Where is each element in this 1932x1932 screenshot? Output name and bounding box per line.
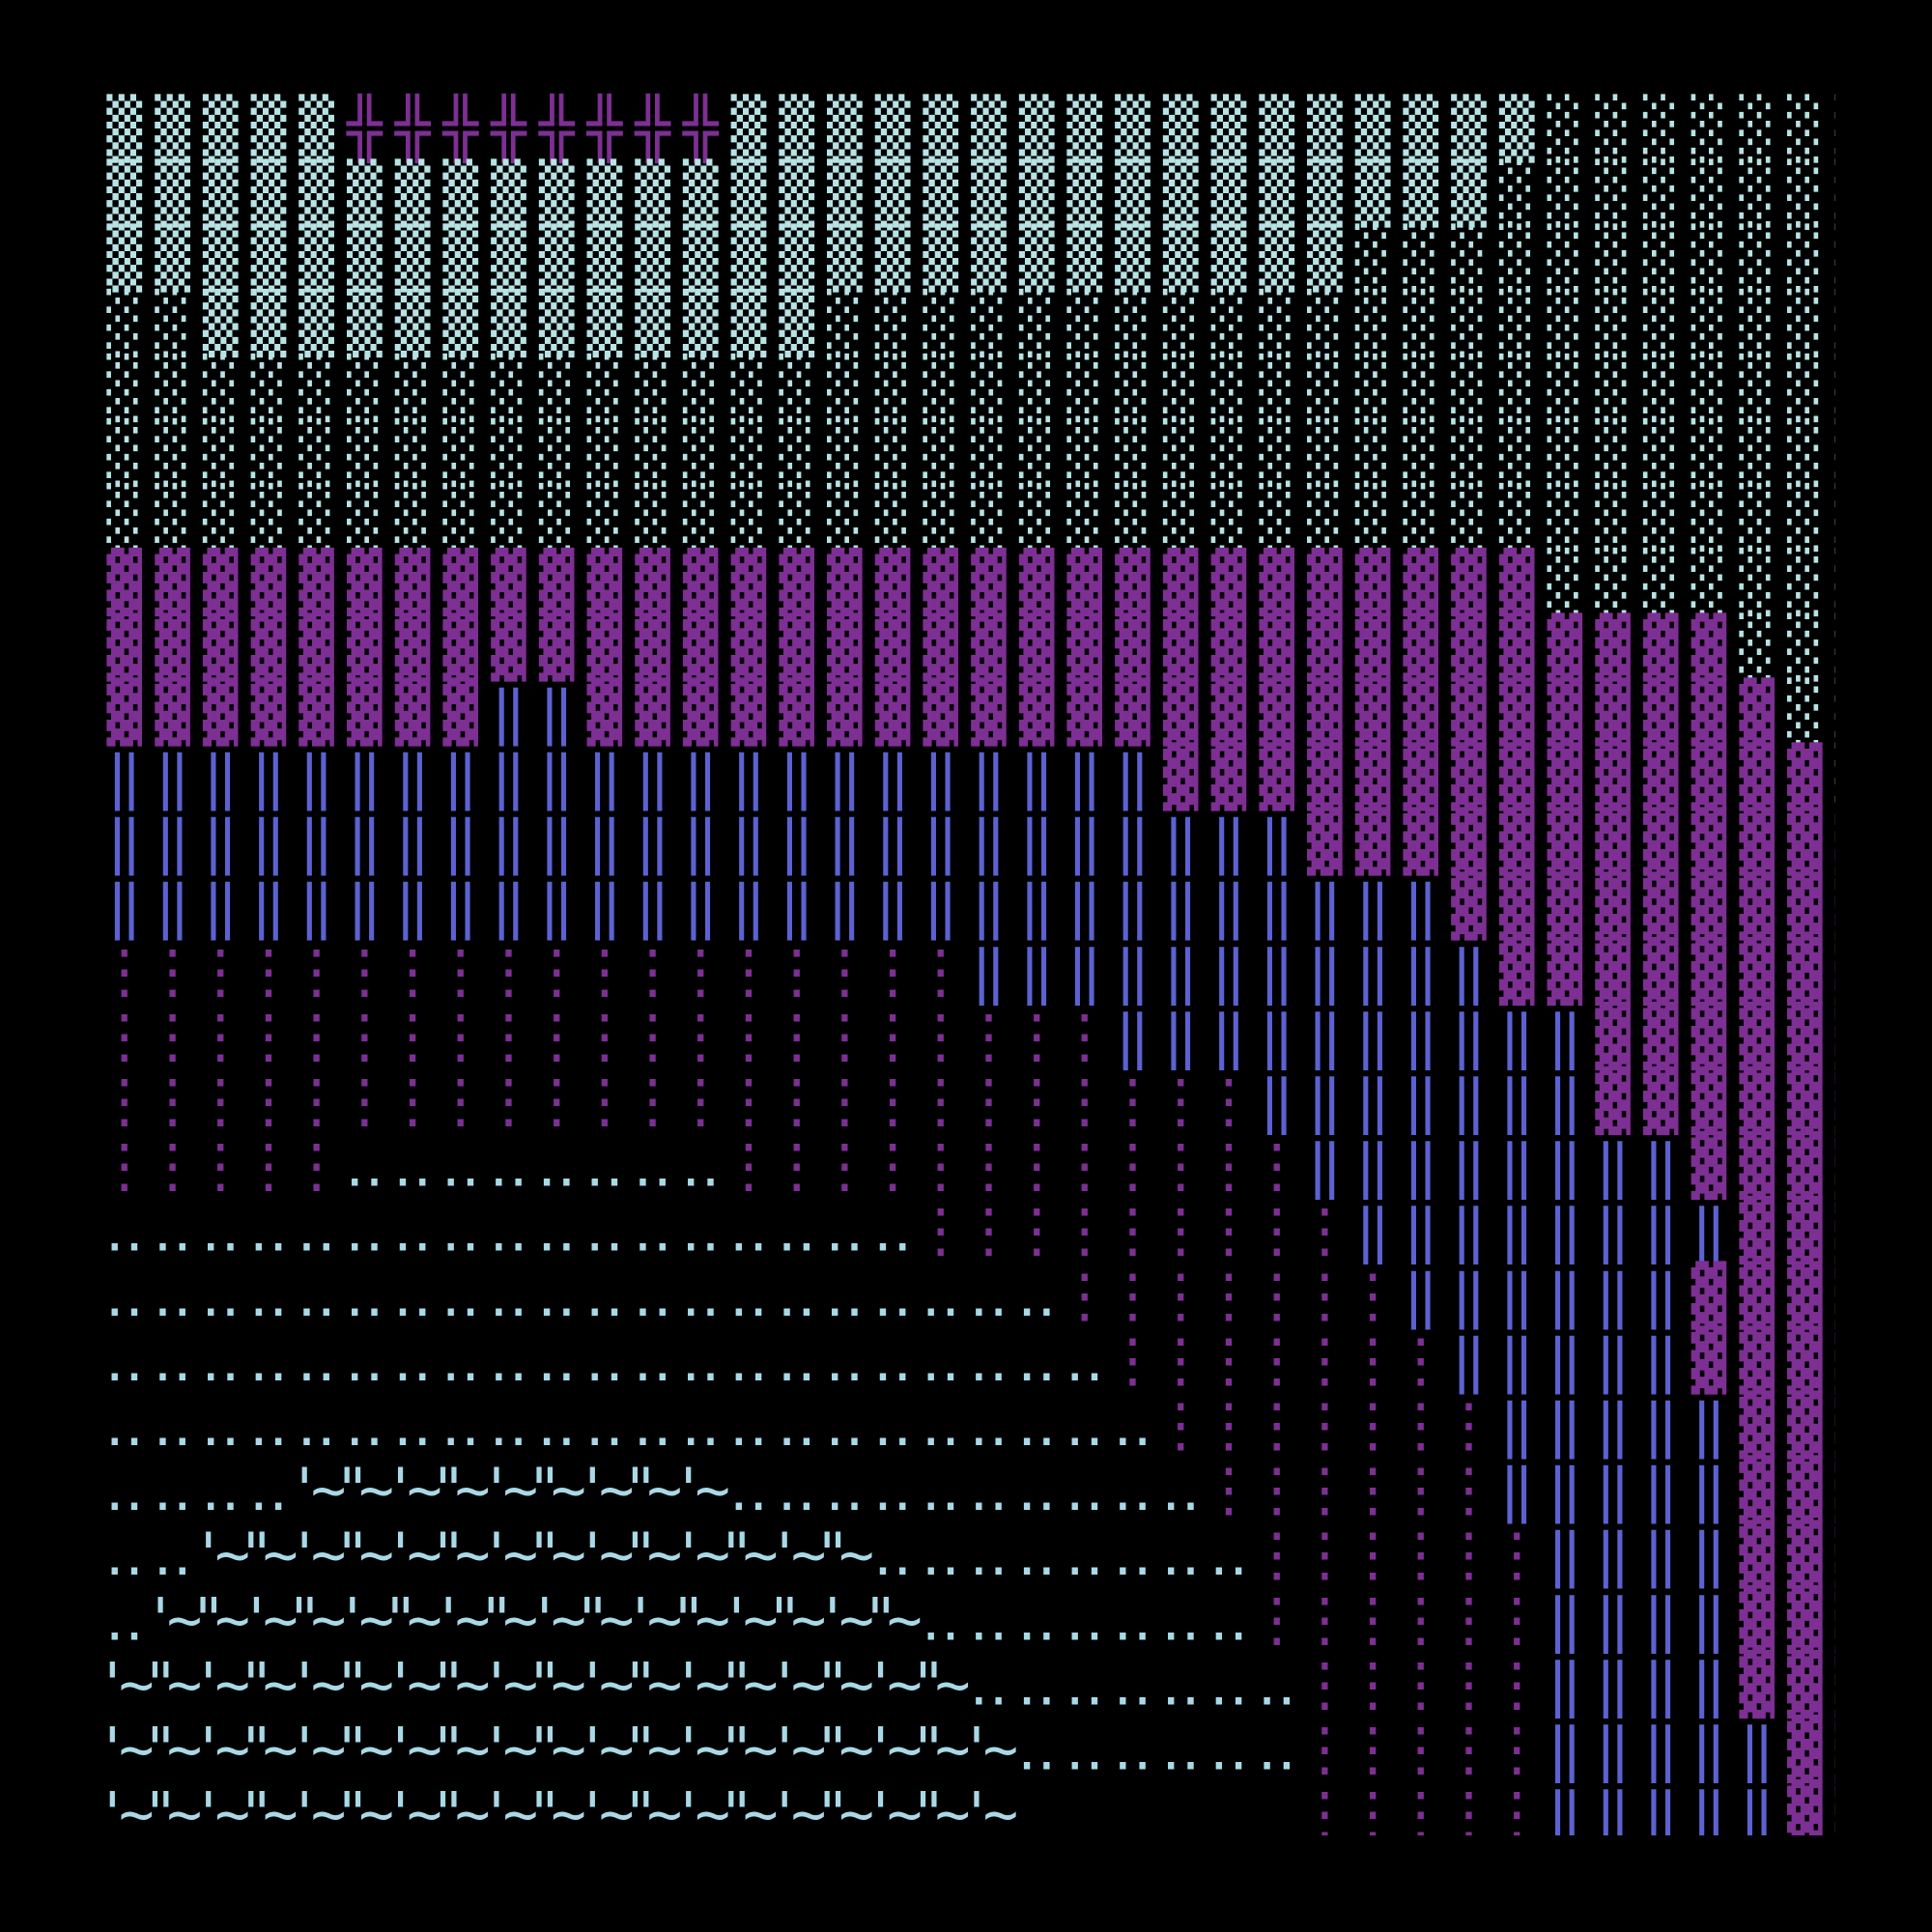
glyph-run: ‥'~"~'~"~'~"~'~"~'~"~'~"~'~"~'~"~‥‥‥‥‥‥‥ <box>104 1585 1248 1654</box>
glyph-run: ‥‥‥‥‥‥‥‥‥‥‥‥‥‥‥‥‥‥‥‥‥ <box>104 1326 1104 1395</box>
glyph-run: ⋮⋮⋮⋮⋮⋮⋮ <box>1151 1391 1498 1460</box>
glyph-run: ⋮⋮⋮⋮⋮⋮⋮ <box>1055 1262 1402 1330</box>
glyph-row: ▓▓▓▓▓▓▓▓▓▓▓▓▓▓▓▓▓▓▓▓▓▓▓▓▓▓▓▓▓▓▓▓▓▓░░░ <box>106 612 1870 682</box>
glyph-run: ‥‥‥‥'~"~'~"~'~"~'~"~'~‥‥‥‥‥‥‥‥‥‥ <box>104 1456 1200 1524</box>
glyph-run: ‖‖‖‖‖‖‖‖‖‖‖‖‖‖‖‖‖‖‖‖‖‖‖‖‖ <box>106 808 1294 876</box>
glyph-run: ⋮⋮⋮⋮⋮ <box>1295 1780 1547 1849</box>
glyph-run: ‖‖‖‖‖‖‖ <box>1259 1067 1582 1136</box>
glyph-run: ░ <box>1835 742 1871 811</box>
glyph-run: ⋮⋮⋮⋮⋮⋮ <box>1247 1585 1547 1654</box>
glyph-run: ▓▓▓▓ <box>1691 1261 1871 1330</box>
glyph-run: ⋮⋮⋮⋮⋮⋮ <box>1247 1520 1547 1589</box>
glyph-run: ▒▒▒▒▒▒▒▒▒▒▒▒▒▒▒▒▒▒▒▒▒▒▒▒▒▒▒▒▒░░░░░░░░ <box>106 158 1870 228</box>
glyph-run: ░░░░░░░░░░░░░░░░░░░░░░░░░░░░░░░░░░░░░ <box>106 418 1870 488</box>
glyph-row: ‥‥‥‥'~"~'~"~'~"~'~"~'~‥‥‥‥‥‥‥‥‥‥⋮⋮⋮⋮⋮⋮‖‖… <box>104 1455 1870 1524</box>
glyph-row: '~"~'~"~'~"~'~"~'~"~'~"~'~"~'~"~'~"~'~‥‥… <box>95 1715 1871 1784</box>
glyph-run: '~"~'~"~'~"~'~"~'~"~'~"~'~"~'~"~'~"~'~‥‥… <box>95 1716 1296 1784</box>
glyph-run: ▓▓▓▓ <box>1691 1131 1871 1201</box>
glyph-run: ‖‖‖‖‖ <box>1548 1716 1776 1784</box>
glyph-row: ░░▒▒▒▒▒▒▒▒▒▒▒▒▒░░░░░░░░░░░░░░░░░░░░░░ <box>106 288 1870 357</box>
glyph-row: ▓▓▓▓▓▓▓▓▓▓▓▓▓▓▓▓▓▓▓▓▓▓▓▓▓▓▓▓▓▓░░░░░░░ <box>106 548 1870 617</box>
glyph-row: ‖‖‖‖‖‖‖‖‖‖‖‖‖‖‖‖‖‖‖‖‖‖‖‖‖▓▓▓▓▓▓▓▓▓▓▓▓ <box>106 807 1870 876</box>
glyph-run: ⋮⋮⋮⋮⋮⋮⋮⋮⋮⋮⋮⋮⋮⋮⋮⋮⋮⋮⋮⋮⋮⋮⋮⋮ <box>95 1067 1258 1136</box>
glyph-run: ‖‖‖‖‖ <box>1451 1326 1679 1395</box>
glyph-row: ‥‥‥‥‥‥‥‥‥‥‥‥‥‥‥‥‥‥‥‥‥⋮⋮⋮⋮⋮⋮⋮‖‖‖‖‖▓▓▓▓ <box>104 1325 1870 1395</box>
glyph-row: ░░░░░░░░░░░░░░░░░░░░░░░░░░░░░░░░░░░░░ <box>106 353 1870 422</box>
glyph-run: ⋮⋮⋮⋮⋮⋮⋮⋮⋮⋮⋮⋮ <box>720 1132 1307 1201</box>
glyph-row: ‥‥‥‥‥‥‥‥‥‥‥‥‥‥‥‥‥‥‥‥⋮⋮⋮⋮⋮⋮⋮‖‖‖‖‖‖▓▓▓▓ <box>104 1261 1870 1330</box>
glyph-row: ⋮⋮⋮⋮⋮⋮⋮⋮⋮⋮⋮⋮⋮⋮⋮⋮⋮⋮‖‖‖‖‖‖‖‖‖‖‖▓▓▓▓▓▓▓▓ <box>95 936 1870 1006</box>
glyph-run: '~"~'~"~'~"~'~"~'~"~'~"~'~"~'~"~'~"~‥‥‥‥… <box>95 1650 1296 1719</box>
glyph-row: ‥'~"~'~"~'~"~'~"~'~"~'~"~'~"~'~"~‥‥‥‥‥‥‥… <box>104 1584 1870 1654</box>
glyph-row: ‥‥‥‥‥‥‥‥‥‥‥‥‥‥‥‥‥⋮⋮⋮⋮⋮⋮⋮⋮⋮‖‖‖‖‖‖‖‖▓▓▓ <box>104 1196 1870 1265</box>
glyph-row: ⋮⋮⋮⋮⋮⋮⋮⋮⋮⋮⋮⋮⋮⋮⋮⋮⋮⋮⋮⋮⋮⋮⋮⋮‖‖‖‖‖‖‖▓▓▓▓▓▓ <box>95 1066 1870 1136</box>
glyph-run: ‥‥'~"~'~"~'~"~'~"~'~"~'~"~'~"~‥‥‥‥‥‥‥‥ <box>104 1520 1248 1589</box>
glyph-run: ▓▓▓▓ <box>1691 1325 1871 1395</box>
glyph-row: '~"~'~"~'~"~'~"~'~"~'~"~'~"~'~"~'~"~‥‥‥‥… <box>95 1649 1871 1719</box>
glyph-run: ▓▓▓ <box>1739 1584 1870 1654</box>
glyph-row: ‖‖‖‖‖‖‖‖‖‖‖‖‖‖‖‖‖‖‖‖‖‖‖‖‖‖‖‖▓▓▓▓▓▓▓▓▓ <box>106 871 1870 941</box>
glyph-run: ░░░░░░░░░░░░░░░░░░░░░░░░░░░░░░░░░░░░░ <box>106 483 1870 553</box>
glyph-run: ░░▒▒▒▒▒▒▒▒▒▒▒▒▒░░░░░░░░░░░░░░░░░░░░░░ <box>106 288 1870 357</box>
glyph-row: ▒▒▒▒▒╬╬╬╬╬╬╬╬▒▒▒▒▒▒▒▒▒▒▒▒▒▒▒▒▒░░░░░░░ <box>106 93 1870 164</box>
glyph-row: ‖‖‖‖‖‖‖‖‖‖‖‖‖‖‖‖‖‖‖‖‖‖▓▓▓▓▓▓▓▓▓▓▓▓▓▓░ <box>106 742 1870 811</box>
glyph-run: ▓▓▓▓▓▓▓▓▓ <box>1451 871 1871 941</box>
glyph-run: ▓▓▓ <box>1739 1196 1870 1265</box>
glyph-run: ▓▓▓ <box>1739 1390 1870 1460</box>
glyph-row: ░░░░░░░░░░░░░░░░░░░░░░░░░░░░░░░░░░░░░ <box>106 483 1870 553</box>
glyph-run: ⋮⋮⋮⋮⋮⋮⋮⋮⋮⋮⋮⋮⋮⋮⋮⋮⋮⋮⋮⋮⋮ <box>95 1002 1114 1070</box>
glyph-run: ░░░ <box>1739 612 1870 682</box>
glyph-run: ▒▒▒▒▒ <box>106 94 334 163</box>
glyph-run: ⋮⋮⋮⋮⋮⋮⋮⋮⋮ <box>911 1197 1354 1265</box>
glyph-row: ░░░░░░░░░░░░░░░░░░░░░░░░░░░░░░░░░░░░░ <box>106 418 1870 488</box>
glyph-run: ▓▓▓ <box>1739 1520 1870 1589</box>
glyph-run: ⋮⋮⋮⋮⋮ <box>1295 1650 1547 1719</box>
glyph-row: ▓▓▓▓▓▓▓▓‖‖▓▓▓▓▓▓▓▓▓▓▓▓▓▓▓▓▓▓▓▓▓▓▓▓▓░░ <box>106 677 1870 747</box>
glyph-run: ▒▒▒▒▒▒▒▒▒▒▒▒▒▒▒▒▒▒▒▒▒▒▒▒▒▒░░░░░░░░░░░ <box>106 223 1870 293</box>
glyph-run: ‥‥‥‥‥‥‥‥‥‥‥‥‥‥‥‥‥ <box>104 1197 912 1265</box>
glyph-run: ⋮⋮⋮⋮⋮ <box>1295 1716 1547 1784</box>
glyph-run: ░░░░░░░░░░░░░░░░░░░░░░░░░░░░░░░░░░░░░ <box>106 353 1870 422</box>
glyph-row: ‥‥‥‥‥‥‥‥‥‥‥‥‥‥‥‥‥‥‥‥‥‥⋮⋮⋮⋮⋮⋮⋮‖‖‖‖‖▓▓▓ <box>104 1390 1870 1460</box>
glyph-run: ⋮⋮⋮⋮⋮⋮⋮⋮⋮⋮⋮⋮⋮⋮⋮⋮⋮⋮ <box>95 937 970 1006</box>
rows: ▒▒▒▒▒╬╬╬╬╬╬╬╬▒▒▒▒▒▒▒▒▒▒▒▒▒▒▒▒▒░░░░░░░▒▒▒… <box>95 93 1871 1849</box>
glyph-row: ‥‥'~"~'~"~'~"~'~"~'~"~'~"~'~"~‥‥‥‥‥‥‥‥⋮⋮… <box>104 1520 1870 1589</box>
glyph-row: ⋮⋮⋮⋮⋮‥‥‥‥‥‥‥‥⋮⋮⋮⋮⋮⋮⋮⋮⋮⋮⋮⋮‖‖‖‖‖‖‖‖▓▓▓▓ <box>95 1131 1870 1201</box>
glyph-run: '~"~'~"~'~"~'~"~'~"~'~"~'~"~'~"~'~"~'~ <box>95 1780 1018 1849</box>
glyph-row: ▒▒▒▒▒▒▒▒▒▒▒▒▒▒▒▒▒▒▒▒▒▒▒▒▒▒▒▒▒░░░░░░░░ <box>106 158 1870 228</box>
glyph-run: ▓▓▓▓▓▓▓▓▓▓▓▓▓▓▓▓▓▓▓▓▓▓▓▓▓ <box>587 677 1776 747</box>
glyph-run: ▓▓▓ <box>1739 1455 1870 1524</box>
glyph-run: ‖‖‖‖‖‖‖‖‖‖‖ <box>971 937 1487 1006</box>
glyph-run: ▓▓▓ <box>1739 1649 1870 1719</box>
glyph-run: ‖‖‖‖‖ <box>1499 1456 1727 1524</box>
glyph-row: ▒▒▒▒▒▒▒▒▒▒▒▒▒▒▒▒▒▒▒▒▒▒▒▒▒▒░░░░░░░░░░░ <box>106 223 1870 293</box>
glyph-row: ⋮⋮⋮⋮⋮⋮⋮⋮⋮⋮⋮⋮⋮⋮⋮⋮⋮⋮⋮⋮⋮‖‖‖‖‖‖‖‖‖‖▓▓▓▓▓▓ <box>95 1001 1870 1070</box>
glyph-run: ⋮⋮⋮⋮⋮⋮⋮ <box>1103 1326 1450 1395</box>
glyph-run: ⋮⋮⋮⋮⋮ <box>95 1132 346 1201</box>
glyph-run: ‖‖‖‖‖ <box>1499 1391 1727 1460</box>
glyph-run: ░░░░░░░ <box>1548 548 1871 617</box>
glyph-run: ⋮⋮⋮⋮⋮⋮ <box>1200 1456 1499 1524</box>
